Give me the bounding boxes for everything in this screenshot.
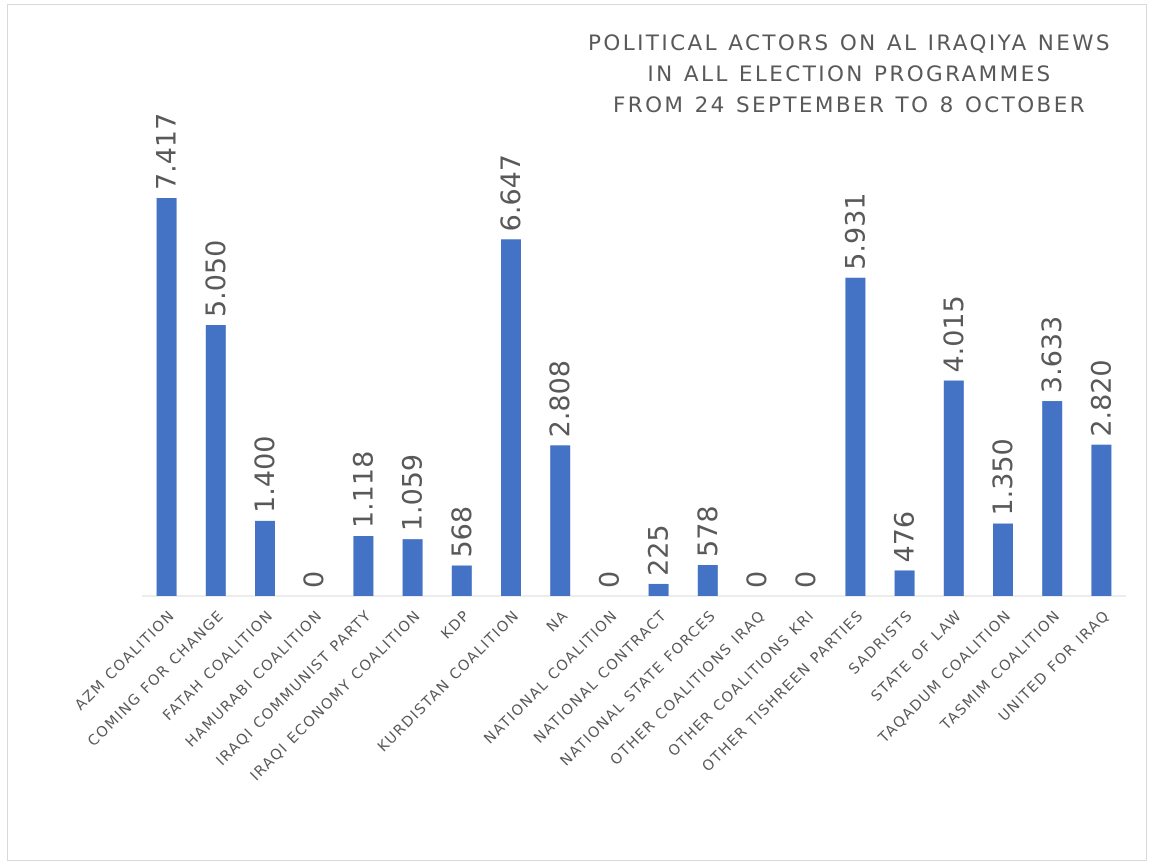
data-label: 0: [594, 571, 625, 588]
data-label: 225: [644, 524, 675, 576]
bar: [845, 277, 866, 596]
data-label: 578: [693, 505, 724, 557]
bar: [205, 325, 226, 596]
bar: [402, 539, 423, 596]
data-label: 0: [791, 571, 822, 588]
chart-title-line-3: FROM 24 SEPTEMBER TO 8 OCTOBER: [612, 93, 1088, 118]
bar: [697, 564, 718, 596]
bar: [501, 239, 521, 596]
bar: [451, 565, 472, 596]
data-label: 7.417: [152, 113, 183, 190]
data-label: 1.118: [348, 451, 379, 528]
data-label: 6.647: [496, 154, 527, 231]
bar: [894, 570, 915, 596]
bar: [993, 523, 1013, 596]
bar: [1091, 444, 1112, 596]
data-label: 0: [299, 571, 330, 588]
bar: [255, 520, 275, 596]
bar: [943, 380, 964, 596]
category-label: STATE OF LAW: [868, 608, 965, 705]
data-label: 1.400: [250, 436, 281, 513]
bar: [156, 198, 177, 596]
data-label: 476: [890, 511, 921, 563]
bar: [648, 583, 669, 596]
data-label: 4.015: [939, 295, 970, 372]
data-label: 3.633: [1037, 316, 1068, 393]
data-label: 2.808: [545, 360, 576, 437]
bar: [1042, 401, 1063, 596]
data-label: 1.059: [398, 454, 429, 531]
data-label: 2.820: [1086, 359, 1117, 436]
data-label: 5.050: [201, 240, 232, 317]
category-label: NA: [544, 608, 572, 636]
data-label: 1.350: [988, 438, 1019, 515]
data-label: 0: [742, 571, 773, 588]
chart-title: POLITICAL ACTORS ON AL IRAQIYA NEWS IN A…: [560, 28, 1140, 121]
data-label: 5.931: [840, 192, 871, 269]
chart-title-line-2: IN ALL ELECTION PROGRAMMES: [647, 62, 1053, 87]
data-label: 568: [447, 506, 478, 558]
category-label: KDP: [439, 608, 474, 643]
chart-title-line-1: POLITICAL ACTORS ON AL IRAQIYA NEWS: [588, 31, 1112, 56]
bar: [353, 536, 374, 596]
bar: [550, 445, 571, 596]
